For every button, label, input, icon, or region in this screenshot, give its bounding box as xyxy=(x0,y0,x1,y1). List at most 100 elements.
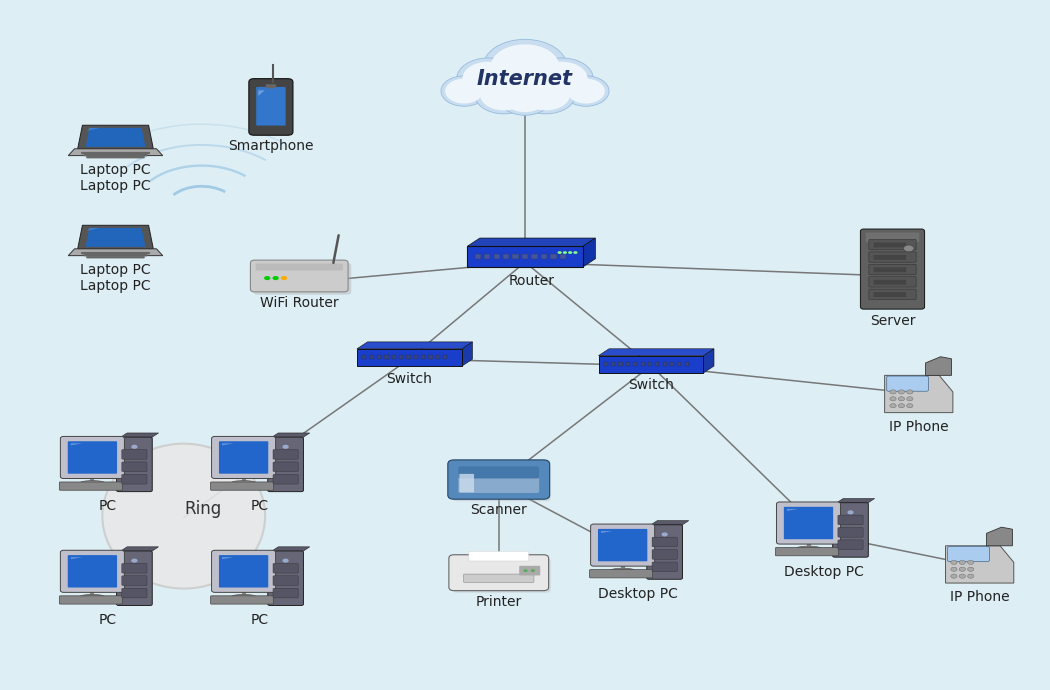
FancyBboxPatch shape xyxy=(775,548,839,556)
FancyBboxPatch shape xyxy=(494,254,500,259)
FancyBboxPatch shape xyxy=(255,264,342,270)
FancyBboxPatch shape xyxy=(541,254,547,259)
FancyBboxPatch shape xyxy=(421,355,425,359)
Circle shape xyxy=(441,76,487,106)
FancyBboxPatch shape xyxy=(59,596,122,604)
FancyBboxPatch shape xyxy=(458,466,540,478)
FancyBboxPatch shape xyxy=(458,473,540,493)
FancyBboxPatch shape xyxy=(861,229,925,309)
Text: PC: PC xyxy=(250,613,269,627)
Circle shape xyxy=(558,251,562,254)
Circle shape xyxy=(890,397,897,401)
Circle shape xyxy=(504,84,546,112)
Polygon shape xyxy=(884,375,953,413)
Circle shape xyxy=(265,276,270,280)
FancyBboxPatch shape xyxy=(869,277,916,287)
Circle shape xyxy=(445,79,483,103)
FancyBboxPatch shape xyxy=(406,355,411,359)
FancyBboxPatch shape xyxy=(468,551,529,561)
Polygon shape xyxy=(835,498,875,504)
FancyBboxPatch shape xyxy=(273,462,298,472)
FancyBboxPatch shape xyxy=(874,268,906,273)
Polygon shape xyxy=(987,527,1012,546)
Polygon shape xyxy=(704,349,714,373)
FancyBboxPatch shape xyxy=(464,574,533,582)
Polygon shape xyxy=(462,342,472,366)
FancyBboxPatch shape xyxy=(454,558,550,593)
Ellipse shape xyxy=(231,594,257,600)
Polygon shape xyxy=(649,521,689,526)
Circle shape xyxy=(567,79,605,103)
FancyBboxPatch shape xyxy=(268,551,303,606)
Polygon shape xyxy=(467,238,595,246)
Circle shape xyxy=(475,75,533,114)
Text: PC: PC xyxy=(99,613,118,627)
Circle shape xyxy=(530,569,536,572)
FancyBboxPatch shape xyxy=(838,528,863,537)
FancyBboxPatch shape xyxy=(273,450,298,460)
FancyBboxPatch shape xyxy=(211,551,275,592)
Polygon shape xyxy=(788,509,799,511)
FancyBboxPatch shape xyxy=(869,239,916,250)
Circle shape xyxy=(899,404,905,408)
Text: Desktop PC: Desktop PC xyxy=(784,564,864,579)
FancyBboxPatch shape xyxy=(273,575,298,585)
FancyBboxPatch shape xyxy=(783,506,834,540)
FancyBboxPatch shape xyxy=(428,355,433,359)
Circle shape xyxy=(899,397,905,401)
FancyBboxPatch shape xyxy=(122,462,147,472)
FancyBboxPatch shape xyxy=(218,555,269,588)
FancyBboxPatch shape xyxy=(273,588,298,598)
FancyBboxPatch shape xyxy=(467,246,583,267)
Text: IP Phone: IP Phone xyxy=(950,590,1009,604)
FancyBboxPatch shape xyxy=(663,362,667,366)
Circle shape xyxy=(951,567,958,571)
FancyBboxPatch shape xyxy=(399,355,403,359)
FancyBboxPatch shape xyxy=(122,588,147,598)
Text: Ring: Ring xyxy=(184,500,222,518)
Polygon shape xyxy=(946,546,1014,583)
FancyBboxPatch shape xyxy=(377,355,381,359)
Circle shape xyxy=(536,61,588,96)
Polygon shape xyxy=(68,149,163,156)
FancyBboxPatch shape xyxy=(67,442,118,473)
Circle shape xyxy=(968,574,974,578)
FancyBboxPatch shape xyxy=(475,254,481,259)
Circle shape xyxy=(960,574,966,578)
FancyBboxPatch shape xyxy=(648,362,652,366)
FancyBboxPatch shape xyxy=(590,524,655,566)
Text: PC: PC xyxy=(250,500,269,513)
FancyBboxPatch shape xyxy=(449,555,548,591)
Circle shape xyxy=(522,79,570,110)
Circle shape xyxy=(523,569,527,572)
FancyBboxPatch shape xyxy=(886,376,928,391)
FancyBboxPatch shape xyxy=(874,243,906,248)
Polygon shape xyxy=(357,342,472,349)
Circle shape xyxy=(662,533,668,537)
FancyBboxPatch shape xyxy=(84,154,147,157)
FancyBboxPatch shape xyxy=(611,362,615,366)
Text: Scanner: Scanner xyxy=(470,504,527,518)
Circle shape xyxy=(960,560,966,564)
FancyBboxPatch shape xyxy=(590,570,653,578)
FancyBboxPatch shape xyxy=(685,362,689,366)
Circle shape xyxy=(847,511,854,515)
Circle shape xyxy=(499,81,551,115)
FancyBboxPatch shape xyxy=(117,437,152,491)
Text: IP Phone: IP Phone xyxy=(889,420,948,433)
FancyBboxPatch shape xyxy=(869,264,916,275)
Text: Laptop PC: Laptop PC xyxy=(80,279,151,293)
FancyBboxPatch shape xyxy=(865,233,920,242)
Text: Switch: Switch xyxy=(386,372,433,386)
FancyBboxPatch shape xyxy=(874,280,906,285)
FancyBboxPatch shape xyxy=(522,254,528,259)
Circle shape xyxy=(568,251,572,254)
FancyBboxPatch shape xyxy=(652,549,677,559)
FancyBboxPatch shape xyxy=(838,540,863,549)
Text: Server: Server xyxy=(869,314,916,328)
Text: Printer: Printer xyxy=(476,595,522,609)
FancyBboxPatch shape xyxy=(618,362,623,366)
Circle shape xyxy=(131,445,138,449)
FancyBboxPatch shape xyxy=(869,252,916,262)
FancyBboxPatch shape xyxy=(454,465,550,502)
